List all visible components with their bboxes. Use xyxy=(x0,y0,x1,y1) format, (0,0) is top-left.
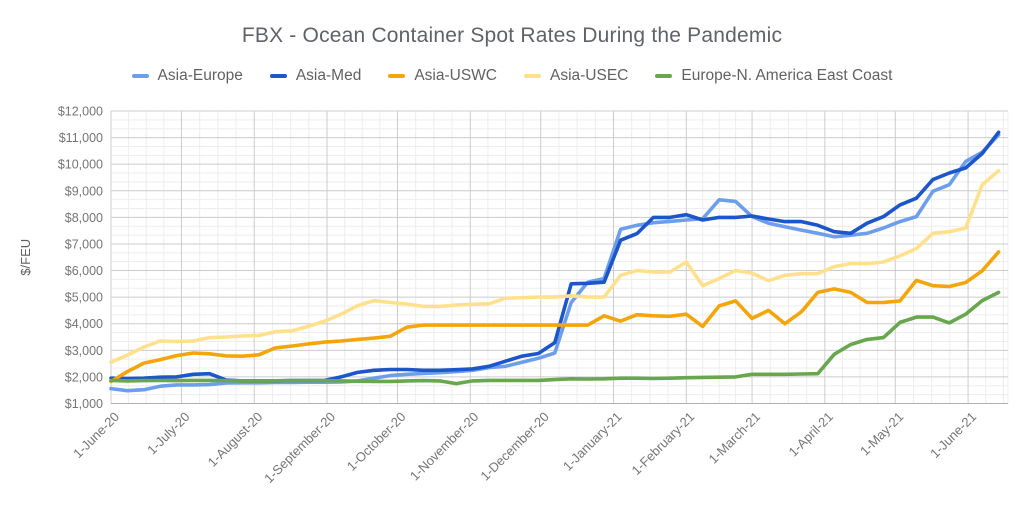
y-tick-label: $10,000 xyxy=(58,158,103,172)
x-tick-label: 1-April-21 xyxy=(786,409,836,459)
y-tick-label: $2,000 xyxy=(65,370,103,384)
legend-item-europe-n-america-east-coast: Europe-N. America East Coast xyxy=(655,67,892,85)
chart-title: FBX - Ocean Container Spot Rates During … xyxy=(241,24,783,47)
series-line-asia-usec xyxy=(109,169,1001,365)
x-tick-label: 1-August-20 xyxy=(205,409,266,470)
legend-label: Asia-USWC xyxy=(414,67,497,84)
series-line-asia-med xyxy=(109,130,1001,383)
legend-swatch-icon xyxy=(269,73,287,79)
minor-gridlines xyxy=(111,111,1009,404)
y-tick-label: $8,000 xyxy=(65,211,103,225)
x-tick-label: 1-November-20 xyxy=(407,409,481,483)
x-axis-tick-labels: 1-June-20 1-July-20 1-August-201-September… xyxy=(70,409,979,486)
y-tick-label: $7,000 xyxy=(65,237,103,251)
y-tick-label: $1,000 xyxy=(65,397,103,411)
y-axis-title: $/FEU xyxy=(18,239,33,276)
x-tick-label: 1-September-20 xyxy=(261,409,338,486)
legend-label: Asia-USEC xyxy=(549,67,629,84)
legend-label: Europe-N. America East Coast xyxy=(681,67,893,84)
x-tick-label: 1-January-21 xyxy=(560,409,625,474)
x-tick-label: 1-June-20 xyxy=(70,409,122,461)
legend-swatch-icon xyxy=(655,73,673,79)
series-line-asia-europe xyxy=(109,133,1001,393)
legend-item-asia-usec: Asia-USEC xyxy=(523,67,629,85)
x-tick-label: 1-December-20 xyxy=(477,409,551,483)
y-tick-label: $9,000 xyxy=(65,184,103,198)
y-tick-label: $11,000 xyxy=(59,131,103,145)
y-tick-label: $5,000 xyxy=(65,291,103,305)
y-tick-label: $6,000 xyxy=(65,264,103,278)
chart-legend: Asia-Europe Asia-Med Asia-USWC Asia-USEC Eur… xyxy=(0,67,1024,85)
y-tick-label: $4,000 xyxy=(65,317,103,331)
y-tick-label: $12,000 xyxy=(58,105,103,119)
legend-swatch-icon xyxy=(388,73,406,79)
x-tick-label: 1-July-20 xyxy=(144,409,192,457)
x-tick-label: 1-February-21 xyxy=(629,409,698,478)
legend-label: Asia-Med xyxy=(295,67,362,84)
x-tick-label: 1-March-21 xyxy=(706,409,764,467)
series-line-asia-uswc xyxy=(109,250,1001,384)
legend-item-asia-uswc: Asia-USWC xyxy=(388,67,497,85)
x-tick-label: 1-October-20 xyxy=(344,409,409,474)
x-tick-label: 1-May-21 xyxy=(857,409,906,458)
series-line-europe-n-america-east-coast xyxy=(109,290,1001,386)
legend-item-asia-med: Asia-Med xyxy=(269,67,362,85)
y-axis-tick-labels: $1,000 $2,000 $3,000 $4,000 $5,000 $6,000 $7,0… xyxy=(58,105,103,412)
legend-label: Asia-Europe xyxy=(157,67,243,84)
legend-item-asia-europe: Asia-Europe xyxy=(131,67,243,85)
y-tick-label: $3,000 xyxy=(65,344,103,358)
legend-swatch-icon xyxy=(523,73,541,79)
x-tick-label: 1-June-21 xyxy=(927,409,979,461)
legend-swatch-icon xyxy=(131,73,149,79)
